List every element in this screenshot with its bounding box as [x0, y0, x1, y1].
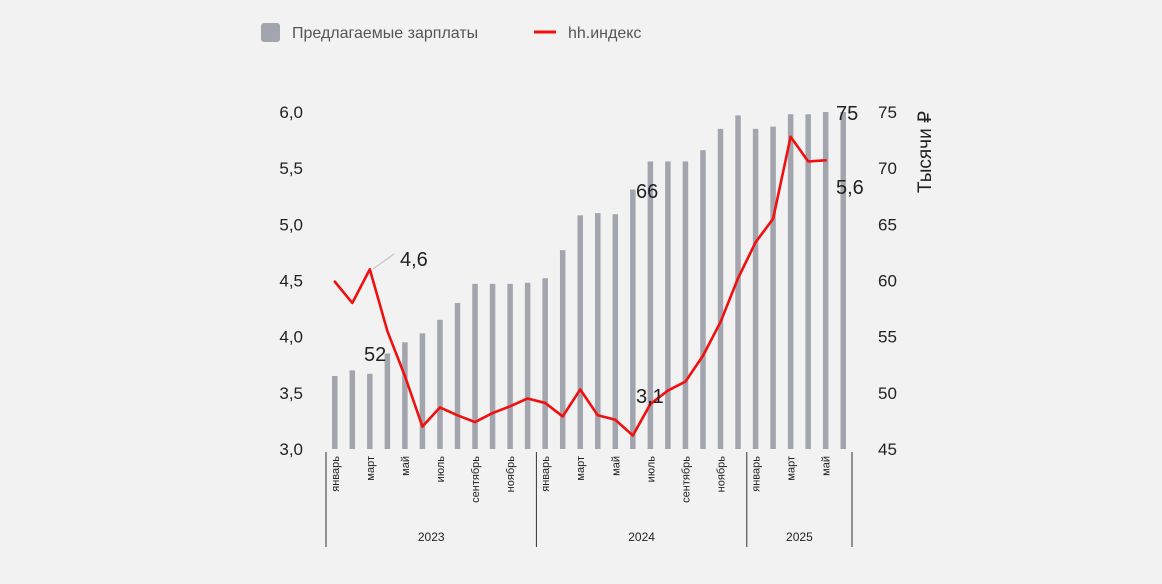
bar-salary — [787, 114, 794, 449]
x-month-label: январь — [540, 456, 552, 492]
bar-salary — [472, 283, 478, 449]
x-month-label: май — [610, 456, 622, 476]
x-month-label: сентябрь — [680, 456, 692, 503]
bar-salary — [577, 215, 583, 449]
legend-label-index: hh.индекс — [568, 25, 641, 42]
x-month-label: ноябрь — [716, 456, 728, 493]
bar-salary — [419, 333, 426, 449]
bar-salary — [770, 126, 776, 449]
bar-salary — [805, 114, 811, 449]
bar-salary — [682, 161, 689, 449]
bar-salary — [402, 342, 408, 449]
bar-salary — [542, 278, 548, 449]
right-axis-tick: 75 — [878, 103, 897, 122]
data-label: 3,1 — [636, 386, 664, 408]
right-axis-tick: 60 — [878, 272, 897, 291]
right-axis-tick: 70 — [878, 159, 897, 178]
bar-salary — [524, 282, 531, 449]
bar-salary — [735, 115, 741, 450]
right-axis-tick: 45 — [878, 440, 897, 459]
annotation-leader — [372, 253, 395, 270]
left-axis-tick: 3,5 — [279, 384, 303, 403]
line-hh-index — [333, 135, 828, 437]
bar-salary — [612, 214, 619, 449]
x-month-label: март — [365, 456, 377, 481]
x-year-label: 2023 — [418, 530, 445, 544]
bar-salary — [630, 189, 636, 449]
right-axis-tick: 65 — [878, 215, 897, 234]
left-axis-tick: 4,5 — [279, 272, 303, 291]
right-axis-tick: 50 — [878, 384, 897, 403]
legend-label-salaries: Предлагаемые зарплаты — [292, 25, 478, 42]
bar-salary — [489, 283, 496, 449]
bar-salary — [332, 375, 338, 449]
x-year-label: 2025 — [786, 530, 813, 544]
bar-salary — [559, 250, 566, 449]
bar-salary — [384, 353, 391, 449]
x-year-label: 2024 — [628, 530, 655, 544]
x-month-label: январь — [751, 456, 763, 492]
x-month-label: июль — [435, 456, 447, 483]
bar-salary — [665, 161, 671, 449]
bar-salary — [840, 112, 846, 449]
data-label: 4,6 — [400, 249, 428, 271]
right-axis-tick: 55 — [878, 328, 897, 347]
data-label: 52 — [364, 344, 386, 366]
left-axis-tick: 6,0 — [279, 103, 303, 122]
data-label: 66 — [636, 181, 658, 203]
data-label: 75 — [836, 103, 858, 125]
bar-salary — [700, 150, 706, 449]
x-month-label: ноябрь — [505, 456, 517, 493]
x-month-label: март — [575, 456, 587, 481]
x-month-label: июль — [645, 456, 657, 483]
left-axis-tick: 5,5 — [279, 159, 303, 178]
bar-salary — [822, 112, 829, 449]
bar-salary — [717, 128, 724, 449]
left-axis-tick: 3,0 — [279, 440, 303, 459]
bar-salary — [349, 370, 356, 449]
x-month-label: март — [786, 456, 798, 481]
right-axis-title: Тысячи ₽ — [915, 111, 936, 193]
bar-salary — [507, 283, 513, 449]
bar-salary — [367, 373, 373, 449]
data-label: 5,6 — [836, 177, 864, 199]
bar-salary — [647, 161, 654, 449]
x-month-label: май — [400, 456, 412, 476]
left-axis-tick: 5,0 — [279, 215, 303, 234]
bar-salary — [595, 213, 601, 449]
bar-salary — [454, 302, 461, 449]
x-month-label: май — [821, 456, 833, 476]
bar-salary — [437, 319, 443, 449]
x-month-label: сентябрь — [470, 456, 482, 503]
x-month-label: январь — [330, 456, 342, 492]
legend-swatch-salaries — [261, 23, 280, 42]
left-axis-tick: 4,0 — [279, 328, 303, 347]
bar-salary — [752, 128, 759, 449]
